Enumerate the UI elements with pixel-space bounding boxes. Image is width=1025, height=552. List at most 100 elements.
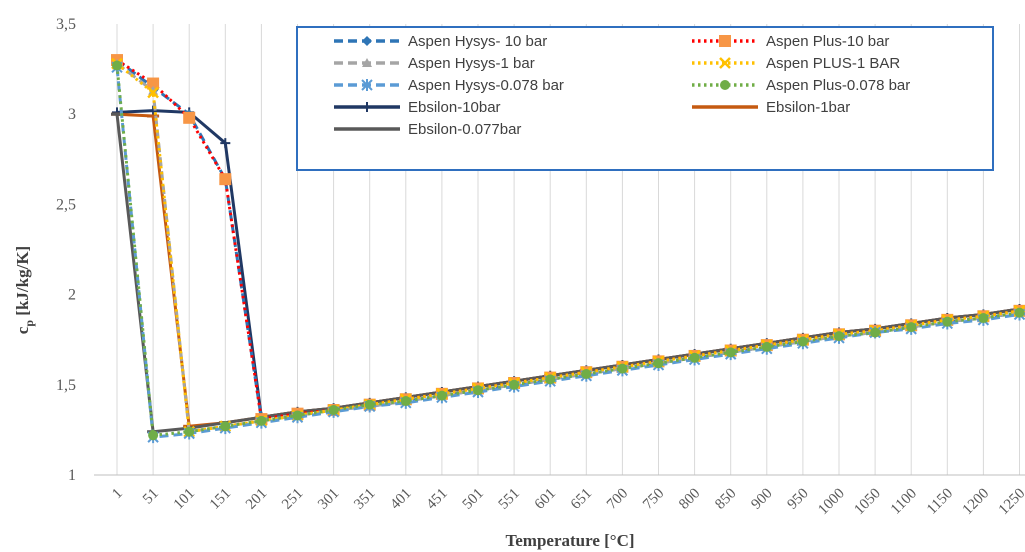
x-tick-label: 950 <box>785 486 812 513</box>
data-point <box>797 336 808 347</box>
y-tick-labels: 1 1,5 2 2,5 3 3,5 <box>56 16 76 484</box>
data-point <box>362 58 372 67</box>
data-point <box>148 430 159 441</box>
x-tick-labels: 1 51 101 151 201 251 301 351 401 451 501 551 601 651 7… <box>109 486 1025 519</box>
y-axis-title: cp [kJ/kg/K] <box>13 246 36 334</box>
y-tick-label: 1,5 <box>56 377 76 394</box>
legend-item: Aspen Hysys-0.078 bar <box>332 74 564 96</box>
series-line <box>115 67 1025 439</box>
data-point <box>112 60 122 71</box>
legend-swatch <box>334 36 400 46</box>
data-point <box>362 102 372 112</box>
x-tick-label: 750 <box>640 486 667 513</box>
data-point <box>581 368 592 379</box>
series-lines <box>111 54 1025 444</box>
x-tick-label: 601 <box>532 486 559 513</box>
data-point <box>509 379 520 390</box>
legend-label: Aspen Hysys- 10 bar <box>408 32 548 50</box>
legend-item: Aspen PLUS-1 BAR <box>690 52 900 74</box>
x-tick-label: 351 <box>351 486 378 513</box>
legend-label: Ebsilon-0.077bar <box>408 120 522 138</box>
legend-swatch <box>334 58 400 67</box>
data-point <box>870 327 881 338</box>
legend-label: Aspen Hysys-1 bar <box>408 54 535 72</box>
x-tick-label: 1200 <box>960 486 993 519</box>
data-point <box>653 358 664 369</box>
legend-label: Ebsilon-1bar <box>766 98 851 116</box>
legend-swatch <box>334 79 400 91</box>
x-tick-label: 850 <box>712 486 739 513</box>
legend-item: Aspen Plus-0.078 bar <box>690 74 910 96</box>
legend-item: Aspen Hysys- 10 bar <box>332 30 547 52</box>
data-point <box>219 173 232 186</box>
data-point <box>256 415 267 426</box>
x-tick-label: 1250 <box>996 486 1025 519</box>
data-point <box>720 80 730 90</box>
x-axis-title: Temperature [°C] <box>505 531 634 550</box>
data-point <box>436 390 447 401</box>
data-point <box>719 57 731 69</box>
data-point <box>147 77 160 90</box>
legend-swatch <box>334 127 400 131</box>
x-tick-label: 51 <box>140 486 162 508</box>
y-tick-label: 3,5 <box>56 16 76 33</box>
y-tick-label: 2,5 <box>56 196 76 213</box>
x-tick-label: 451 <box>424 486 451 513</box>
x-tick-label: 551 <box>496 486 523 513</box>
data-point <box>978 313 989 324</box>
x-tick-label: 800 <box>676 486 703 513</box>
legend-item: Ebsilon-0.077bar <box>332 118 521 140</box>
legend-item: Aspen Hysys-1 bar <box>332 52 535 74</box>
x-tick-label: 700 <box>604 486 631 513</box>
data-point <box>220 421 231 432</box>
legend: Aspen Hysys- 10 bar Aspen Plus-10 bar As… <box>296 26 994 171</box>
data-point <box>364 399 375 410</box>
legend-label: Aspen Hysys-0.078 bar <box>408 76 564 94</box>
data-point <box>292 410 303 421</box>
legend-swatch <box>692 80 758 90</box>
x-tick-label: 201 <box>243 486 270 513</box>
legend-label: Aspen Plus-0.078 bar <box>766 76 911 94</box>
data-point <box>473 385 483 396</box>
legend-swatch <box>692 35 758 47</box>
data-point <box>545 374 556 385</box>
data-point <box>183 111 196 124</box>
data-point <box>689 352 700 363</box>
data-point <box>147 86 159 99</box>
x-tick-label: 1050 <box>851 486 884 519</box>
series-5 <box>112 60 1025 441</box>
legend-item: Ebsilon-10bar <box>332 96 501 118</box>
legend-swatch <box>692 105 758 109</box>
data-point <box>834 331 844 342</box>
y-axis-title-symbol: c <box>13 326 32 334</box>
y-axis-title-unit: [kJ/kg/K] <box>13 246 32 320</box>
data-point <box>184 426 195 437</box>
data-point <box>400 396 411 407</box>
data-point <box>361 79 373 91</box>
data-point <box>328 405 339 416</box>
x-tick-label: 1150 <box>924 486 956 518</box>
data-point <box>362 36 372 46</box>
data-point <box>761 341 772 352</box>
data-point <box>148 85 159 95</box>
legend-label: Aspen PLUS-1 BAR <box>766 54 901 72</box>
legend-swatch <box>692 57 758 69</box>
x-tick-label: 1000 <box>815 486 848 519</box>
x-tick-label: 501 <box>460 486 487 513</box>
x-tick-label: 1 <box>109 486 126 503</box>
y-tick-label: 3 <box>68 106 76 123</box>
legend-label: Ebsilon-10bar <box>408 98 501 116</box>
data-point <box>1014 307 1025 318</box>
x-tick-label: 251 <box>279 486 306 513</box>
data-point <box>617 363 628 374</box>
legend-label: Aspen Plus-10 bar <box>766 32 890 50</box>
legend-swatch <box>334 102 400 112</box>
x-tick-label: 151 <box>207 486 234 513</box>
data-point <box>942 316 953 327</box>
y-axis-title-subscript: p <box>22 320 36 327</box>
x-tick-label: 301 <box>315 486 342 513</box>
data-point <box>906 322 917 333</box>
x-tick-label: 900 <box>748 486 775 513</box>
data-point <box>725 347 736 358</box>
